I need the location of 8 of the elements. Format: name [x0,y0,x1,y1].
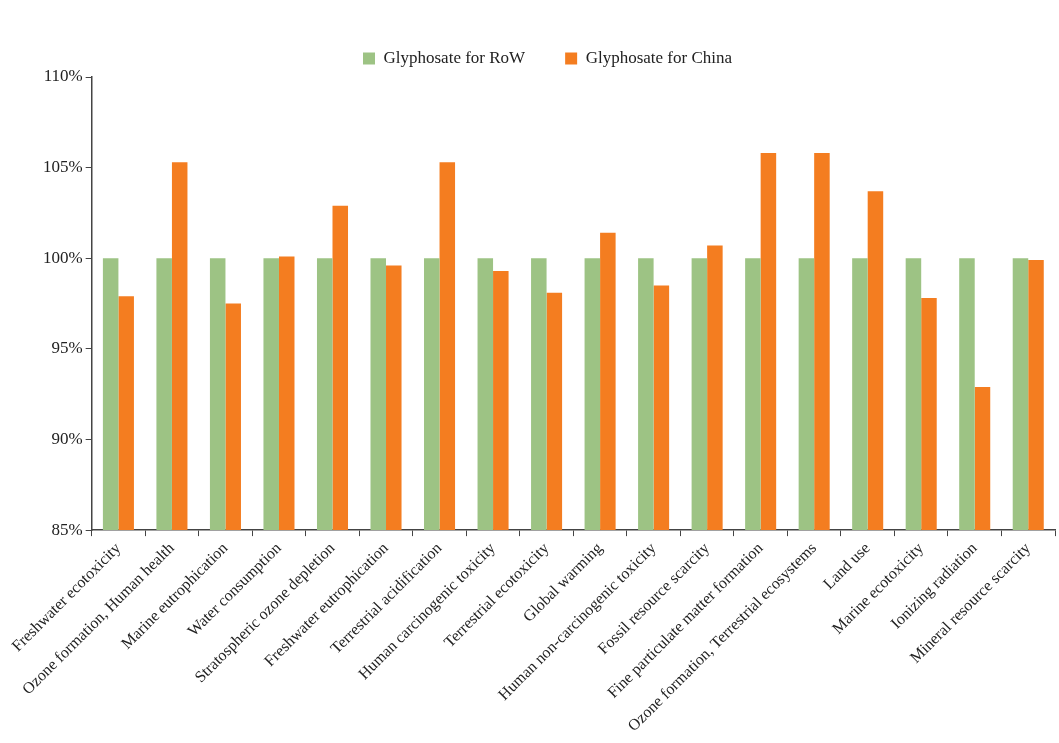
y-tick-label: 95% [51,338,83,358]
y-tick-label: 105% [42,157,83,177]
y-tick-label: 85% [51,519,83,539]
legend-label: Glyphosate for China [585,47,733,67]
y-tick-label: 100% [42,247,83,267]
legend-label: Glyphosate for RoW [383,47,527,67]
y-tick-label: 90% [51,428,83,448]
y-tick-label: 110% [43,66,83,86]
